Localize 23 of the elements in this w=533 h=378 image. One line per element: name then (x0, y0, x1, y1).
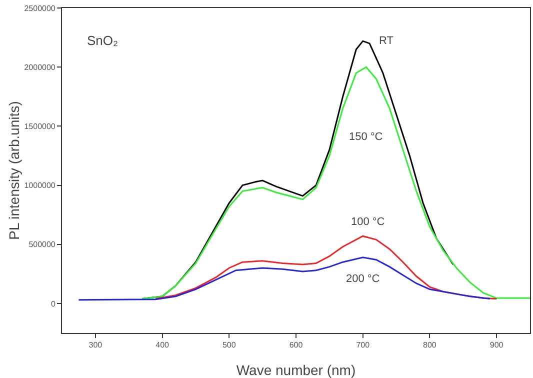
series-label: 200 °C (346, 273, 380, 285)
y-tick-label: 2500000 (24, 4, 56, 13)
x-axis-title: Wave number (nm) (236, 362, 356, 378)
y-tick-label: 0 (50, 299, 56, 308)
series-label: RT (379, 35, 394, 47)
x-tick-label: 700 (356, 340, 370, 350)
series-label: 100 °C (351, 216, 385, 228)
line-series (78, 256, 491, 301)
y-tick-label: 1000000 (24, 181, 56, 190)
line-series (154, 235, 498, 300)
y-tick-label: 500000 (28, 240, 56, 250)
x-tick-label: 500 (222, 340, 236, 350)
x-tick-label: 800 (423, 340, 437, 350)
series-label: 150 °C (349, 131, 383, 143)
y-axis-title: PL intensity (arb.units) (6, 101, 22, 240)
x-tick-label: 900 (490, 340, 504, 350)
y-tick-label: 2000000 (24, 62, 56, 72)
line-series (141, 66, 530, 300)
annotation: SnO₂ (87, 33, 118, 48)
x-tick-label: 600 (289, 340, 304, 350)
y-tick-label: 1500000 (24, 122, 56, 131)
x-tick-label: 300 (88, 340, 103, 350)
x-tick-label: 400 (156, 340, 170, 350)
